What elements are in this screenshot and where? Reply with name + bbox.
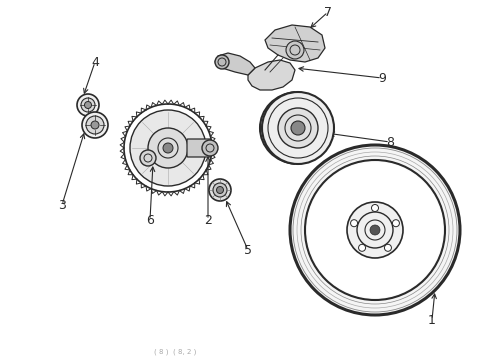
Circle shape [86, 116, 104, 134]
Circle shape [286, 41, 304, 59]
Circle shape [278, 108, 318, 148]
Circle shape [81, 98, 95, 112]
Circle shape [91, 121, 99, 129]
Circle shape [213, 183, 227, 197]
Circle shape [163, 143, 173, 153]
Polygon shape [215, 53, 255, 75]
Circle shape [202, 140, 218, 156]
Polygon shape [265, 25, 325, 62]
Circle shape [124, 104, 212, 192]
FancyBboxPatch shape [187, 139, 211, 157]
Circle shape [359, 244, 366, 251]
Circle shape [148, 128, 188, 168]
Circle shape [385, 244, 392, 251]
Text: 7: 7 [324, 5, 332, 18]
Circle shape [217, 186, 223, 194]
Text: 6: 6 [146, 213, 154, 226]
Circle shape [370, 225, 380, 235]
Circle shape [82, 112, 108, 138]
Circle shape [262, 92, 334, 164]
Circle shape [130, 110, 206, 186]
Circle shape [307, 162, 443, 298]
Circle shape [350, 220, 358, 227]
Circle shape [84, 102, 92, 108]
Circle shape [77, 94, 99, 116]
Text: 4: 4 [91, 55, 99, 68]
Circle shape [215, 55, 229, 69]
Circle shape [371, 204, 378, 212]
Text: 8: 8 [386, 135, 394, 149]
Text: 3: 3 [58, 198, 66, 212]
Polygon shape [248, 60, 295, 90]
Circle shape [347, 202, 403, 258]
Circle shape [290, 145, 460, 315]
Circle shape [140, 150, 156, 166]
Text: 5: 5 [244, 243, 252, 257]
Circle shape [392, 220, 399, 227]
Text: 2: 2 [204, 213, 212, 226]
Text: 1: 1 [428, 314, 436, 327]
Circle shape [209, 179, 231, 201]
Text: ( 8 )  ( 8, 2 ): ( 8 ) ( 8, 2 ) [154, 349, 196, 355]
Circle shape [291, 121, 305, 135]
Text: 9: 9 [378, 72, 386, 85]
